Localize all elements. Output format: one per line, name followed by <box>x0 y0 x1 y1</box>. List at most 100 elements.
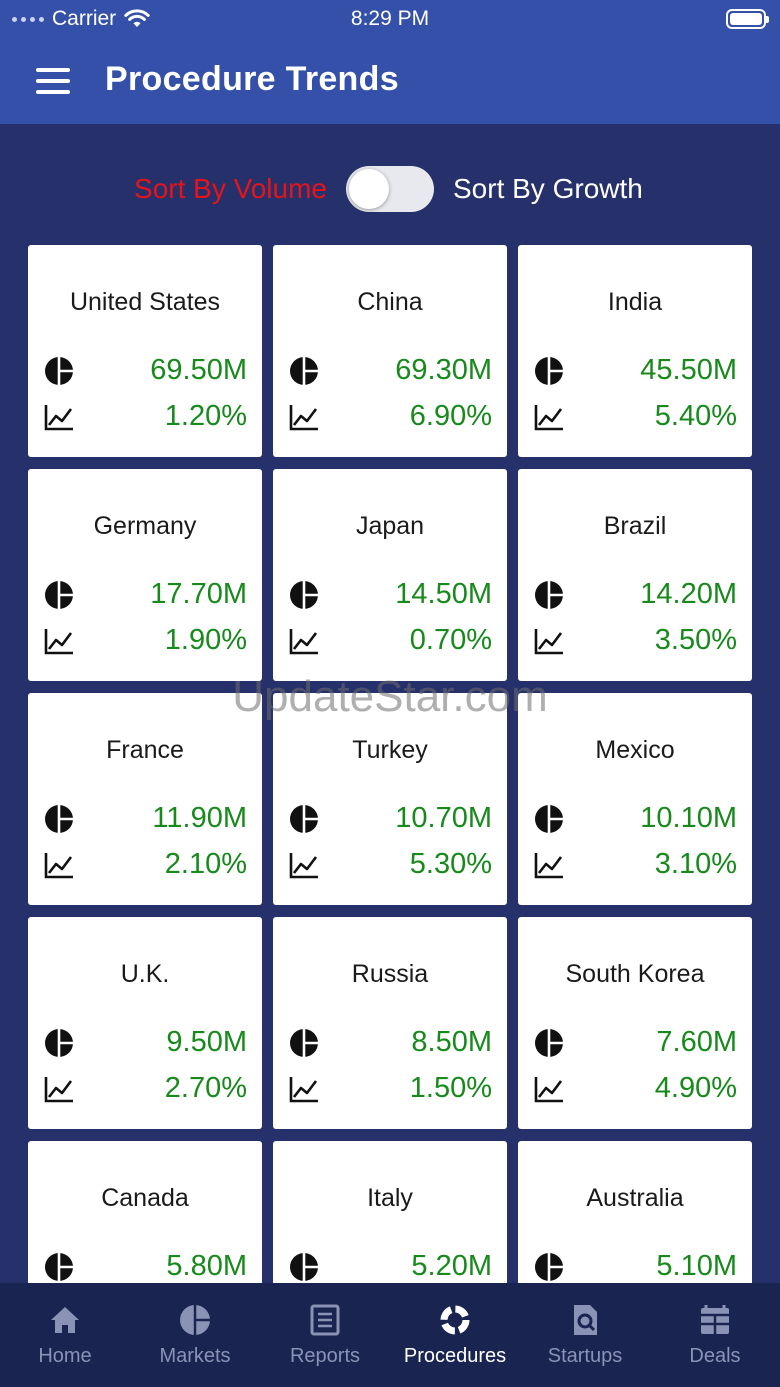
nav-bar: Procedure Trends <box>0 40 780 124</box>
tab-label: Reports <box>289 1345 361 1367</box>
country-name: China <box>357 288 423 316</box>
country-card[interactable]: Mexico 10.10M 3.10% <box>518 693 752 905</box>
country-card[interactable]: Italy 5.20M <box>273 1141 507 1283</box>
country-card[interactable]: India 45.50M 5.40% <box>518 245 752 457</box>
pie-chart-icon <box>289 356 319 386</box>
pie-chart-icon <box>44 804 74 834</box>
country-card[interactable]: U.K. 9.50M 2.70% <box>28 917 262 1129</box>
pie-chart-icon <box>534 580 564 610</box>
growth-rate: 2.70% <box>164 1072 247 1104</box>
procedure-volume: 8.50M <box>411 1026 492 1058</box>
tab-label: Markets <box>159 1345 231 1367</box>
country-name: Mexico <box>595 736 675 764</box>
tab-label: Startups <box>547 1345 623 1367</box>
procedure-volume: 17.70M <box>150 578 247 610</box>
pie-chart-icon <box>289 1028 319 1058</box>
country-card[interactable]: United States 69.50M 1.20% <box>28 245 262 457</box>
trend-chart-icon <box>534 403 564 431</box>
status-left: Carrier <box>12 7 150 31</box>
trend-chart-icon <box>289 627 319 655</box>
trend-chart-icon <box>289 1075 319 1103</box>
tab-label: Procedures <box>403 1345 507 1367</box>
country-card[interactable]: Brazil 14.20M 3.50% <box>518 469 752 681</box>
trend-chart-icon <box>44 851 74 879</box>
growth-rate: 1.50% <box>409 1072 492 1104</box>
pie-chart-icon <box>289 804 319 834</box>
country-card[interactable]: Turkey 10.70M 5.30% <box>273 693 507 905</box>
tab-procedures[interactable]: Procedures <box>390 1283 520 1387</box>
country-name: Japan <box>355 512 425 540</box>
procedure-volume: 5.20M <box>411 1250 492 1282</box>
procedure-volume: 10.70M <box>395 802 492 834</box>
country-card[interactable]: South Korea 7.60M 4.90% <box>518 917 752 1129</box>
deals-icon <box>701 1305 729 1334</box>
tab-markets[interactable]: Markets <box>130 1283 260 1387</box>
procedure-volume: 7.60M <box>656 1026 737 1058</box>
country-name: Russia <box>351 960 429 988</box>
growth-rate: 6.90% <box>409 400 492 432</box>
battery-icon <box>726 9 769 29</box>
growth-rate: 3.10% <box>654 848 737 880</box>
country-name: U.K. <box>120 960 170 988</box>
procedure-volume: 45.50M <box>640 354 737 386</box>
sort-control: Sort By Volume Sort By Growth <box>0 160 780 220</box>
trend-chart-icon <box>534 851 564 879</box>
trend-chart-icon <box>44 403 74 431</box>
procedure-volume: 14.50M <box>395 578 492 610</box>
trend-chart-icon <box>289 851 319 879</box>
home-icon <box>51 1307 79 1333</box>
country-name: Turkey <box>352 736 428 764</box>
signal-dots-icon <box>12 16 44 22</box>
growth-rate: 5.30% <box>409 848 492 880</box>
country-name: Germany <box>93 512 197 540</box>
country-card[interactable]: France 11.90M 2.10% <box>28 693 262 905</box>
procedure-volume: 11.90M <box>152 802 247 834</box>
trend-chart-icon <box>289 403 319 431</box>
country-name: Canada <box>101 1184 189 1212</box>
country-card[interactable]: Australia 5.10M <box>518 1141 752 1283</box>
wifi-icon <box>124 9 150 27</box>
country-name: South Korea <box>565 960 705 988</box>
sort-by-growth-label[interactable]: Sort By Growth <box>453 173 643 204</box>
pie-chart-icon <box>289 580 319 610</box>
sort-by-volume-label[interactable]: Sort By Volume <box>134 173 327 204</box>
pie-chart-icon <box>534 804 564 834</box>
toggle-knob <box>349 169 389 209</box>
country-card[interactable]: Japan 14.50M 0.70% <box>273 469 507 681</box>
tab-label: Home <box>38 1345 92 1367</box>
trend-chart-icon <box>534 1075 564 1103</box>
tab-deals[interactable]: Deals <box>650 1283 780 1387</box>
pie-chart-icon <box>44 356 74 386</box>
pie-chart-icon <box>534 356 564 386</box>
hamburger-menu-icon[interactable] <box>36 68 70 94</box>
tab-home[interactable]: Home <box>0 1283 130 1387</box>
trend-chart-icon <box>44 1075 74 1103</box>
growth-rate: 0.70% <box>409 624 492 656</box>
country-name: Italy <box>367 1184 413 1212</box>
trend-chart-icon <box>534 627 564 655</box>
country-name: France <box>106 736 184 764</box>
procedure-volume: 9.50M <box>166 1026 247 1058</box>
report-icon <box>310 1304 340 1336</box>
sort-toggle[interactable] <box>346 166 434 212</box>
country-name: Australia <box>586 1184 684 1212</box>
tab-startups[interactable]: Startups <box>520 1283 650 1387</box>
country-grid: United States 69.50M 1.20% China 69.30M 6.90%… <box>28 245 752 1283</box>
country-card[interactable]: Canada 5.80M <box>28 1141 262 1283</box>
procedure-volume: 69.50M <box>150 354 247 386</box>
procedure-volume: 5.10M <box>656 1250 737 1282</box>
growth-rate: 3.50% <box>654 624 737 656</box>
country-card[interactable]: China 69.30M 6.90% <box>273 245 507 457</box>
country-name: United States <box>69 288 221 316</box>
procedures-icon <box>440 1305 470 1335</box>
country-card[interactable]: Russia 8.50M 1.50% <box>273 917 507 1129</box>
country-name: Brazil <box>603 512 667 540</box>
tab-bar: Home Markets Reports Procedures Startups <box>0 1283 780 1387</box>
trend-chart-icon <box>44 627 74 655</box>
carrier-label: Carrier <box>52 7 117 30</box>
procedure-volume: 14.20M <box>640 578 737 610</box>
pie-chart-icon <box>289 1252 319 1282</box>
country-card[interactable]: Germany 17.70M 1.90% <box>28 469 262 681</box>
clock: 8:29 PM <box>350 7 430 30</box>
tab-reports[interactable]: Reports <box>260 1283 390 1387</box>
